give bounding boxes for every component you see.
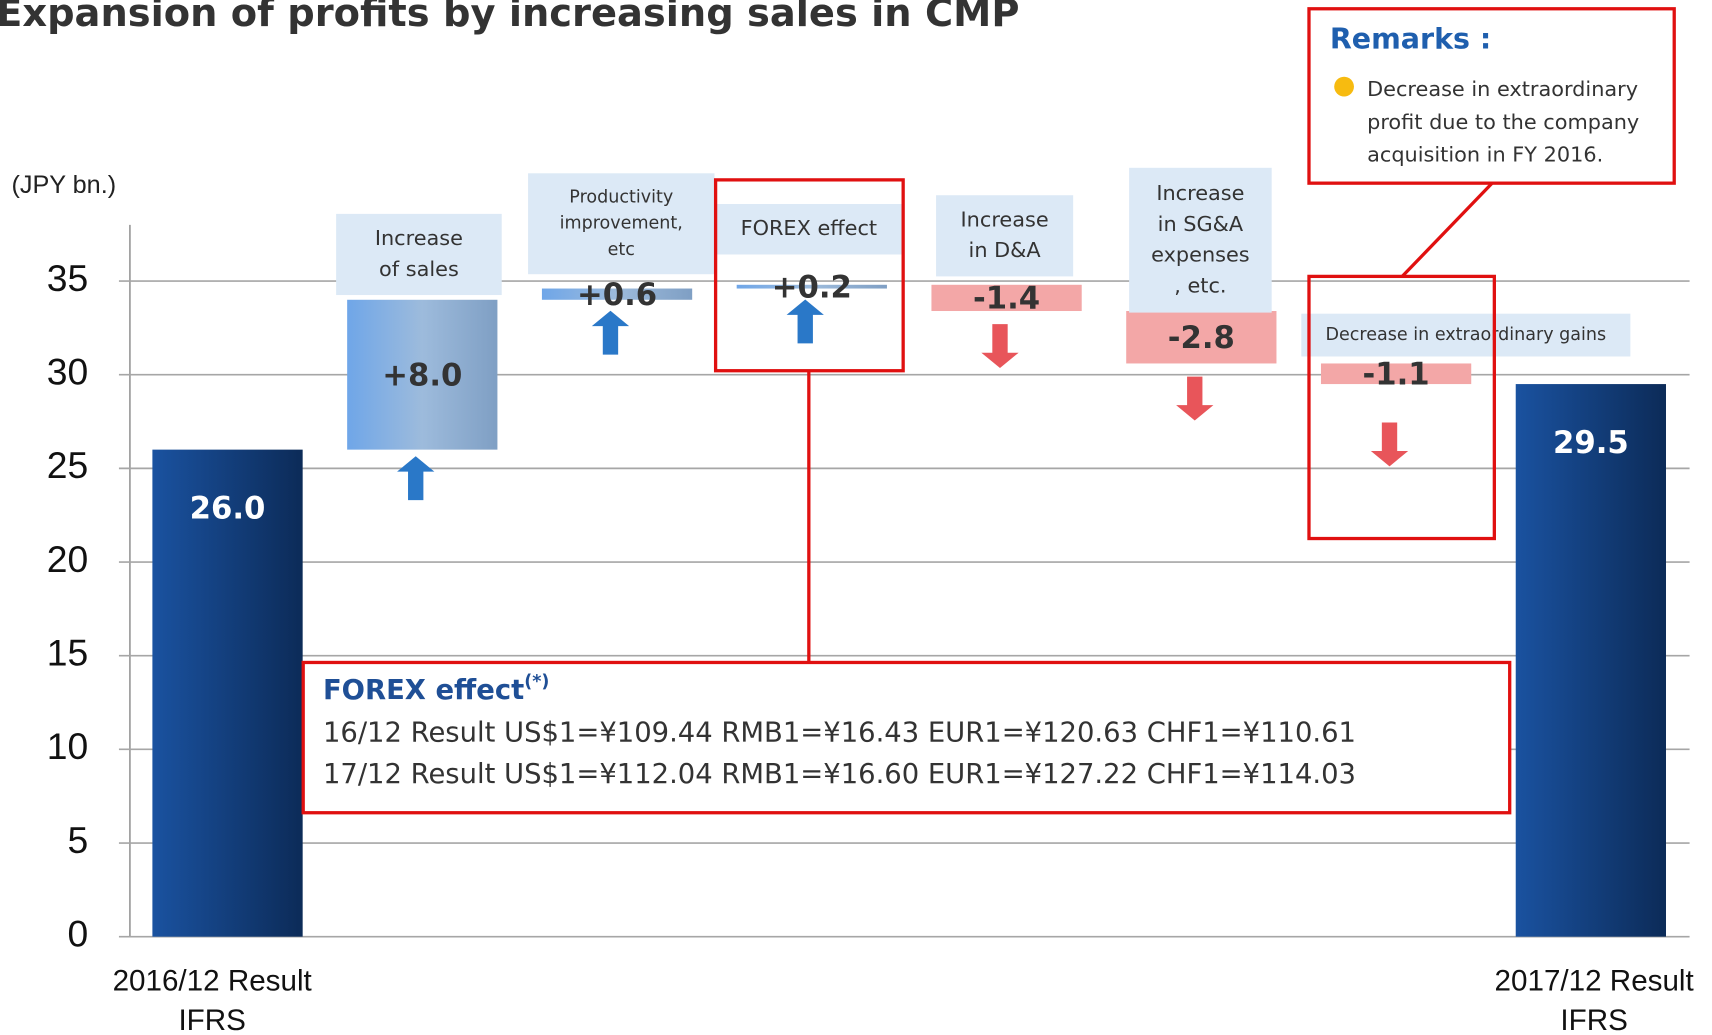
x-tick-label: 2016/12 Result IFRS xyxy=(113,965,313,1031)
y-tick-label: 0 xyxy=(67,913,88,955)
category-label: Increase in D&A xyxy=(961,207,1049,262)
highlight-box xyxy=(1307,274,1496,541)
y-tick-label: 15 xyxy=(47,632,88,674)
value-label: -2.8 xyxy=(1168,320,1235,356)
y-tick-label: 5 xyxy=(67,819,88,861)
bar xyxy=(347,299,498,450)
forex-line: 16/12 Result US$1=¥109.44 RMB1=¥16.43 EU… xyxy=(323,717,1356,748)
chart-title: Expansion of profits by increasing sales… xyxy=(0,0,1019,36)
forex-marker: (*) xyxy=(524,672,549,692)
remarks-text: Decrease in extraordinary profit due to t… xyxy=(1367,77,1639,167)
bar xyxy=(541,288,693,300)
x-tick-label: 2017/12 Result IFRS xyxy=(1495,965,1695,1031)
bar xyxy=(1515,384,1666,937)
y-tick-label: 10 xyxy=(47,725,88,767)
category-label: Decrease in extraordinary gains xyxy=(1326,325,1607,345)
remarks-title: Remarks : xyxy=(1330,23,1492,56)
up-arrow xyxy=(786,299,824,344)
category-label: Increase of sales xyxy=(375,226,463,281)
y-tick-label: 25 xyxy=(47,444,88,486)
y-tick-label: 20 xyxy=(47,538,88,580)
value-label: -1.1 xyxy=(1363,356,1430,392)
forex-title-text: FOREX effect xyxy=(323,674,524,705)
category-box xyxy=(1129,167,1272,313)
bar xyxy=(736,284,887,289)
down-arrow xyxy=(981,324,1019,369)
down-arrow xyxy=(1370,422,1409,467)
category-label: Increase in SG&A expenses, etc. xyxy=(1151,181,1250,297)
category-box xyxy=(715,204,903,255)
category-box xyxy=(936,195,1074,277)
remarks-box xyxy=(1307,7,1676,185)
up-arrow xyxy=(397,456,435,501)
category-box xyxy=(1301,313,1631,357)
forex-box xyxy=(301,660,1512,815)
down-arrow xyxy=(1176,376,1214,421)
value-label: 26.0 xyxy=(190,490,266,526)
forex-title: FOREX effect(*) xyxy=(323,672,549,705)
value-label: -1.4 xyxy=(973,281,1040,317)
y-tick-label: 30 xyxy=(47,351,88,393)
up-arrow xyxy=(591,310,630,355)
bar xyxy=(1320,363,1472,385)
value-label: +0.6 xyxy=(577,277,657,313)
y-axis-label: (JPY bn.) xyxy=(11,171,116,199)
category-label: FOREX effect xyxy=(741,216,877,240)
bar xyxy=(152,449,303,937)
category-box xyxy=(528,173,715,275)
forex-line: 17/12 Result US$1=¥112.04 RMB1=¥16.60 EU… xyxy=(323,759,1356,790)
bar xyxy=(931,284,1082,312)
value-label: +0.2 xyxy=(772,269,852,305)
connector xyxy=(1401,182,1494,278)
value-label: +8.0 xyxy=(382,357,462,393)
value-label: 29.5 xyxy=(1553,425,1629,461)
category-box xyxy=(336,213,502,296)
bar xyxy=(1126,311,1277,364)
y-tick-label: 35 xyxy=(47,257,88,299)
category-label: Productivity improvement, etc xyxy=(560,187,683,260)
bullet xyxy=(1334,76,1354,97)
